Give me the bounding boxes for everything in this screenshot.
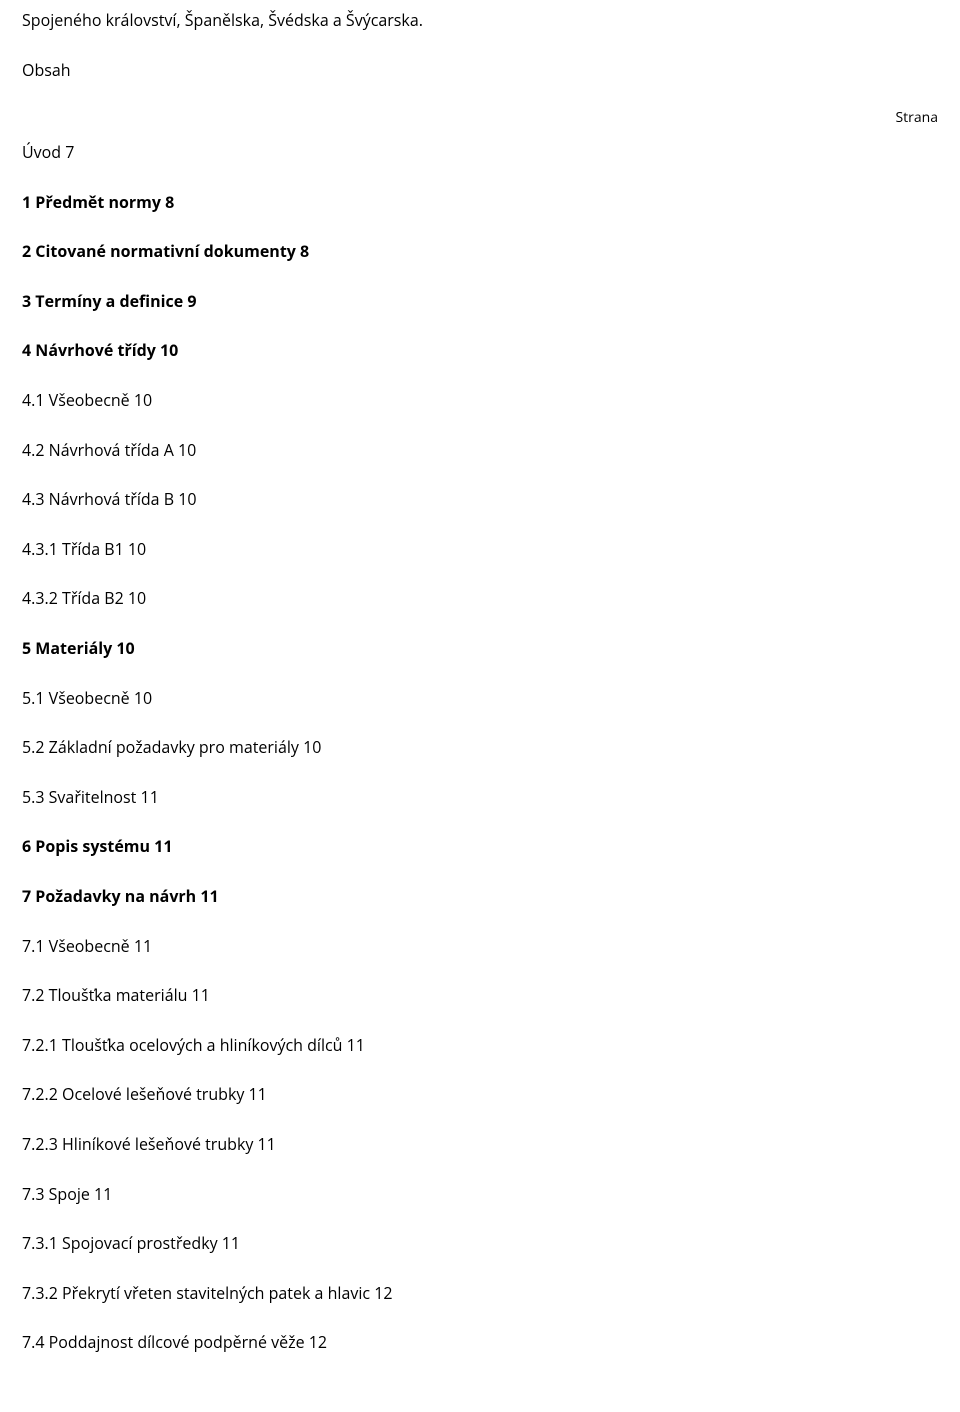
toc-entry-label: 7 Požadavky na návrh 11	[22, 885, 219, 907]
toc-entry: 7.3.2 Překrytí vřeten stavitelných patek…	[22, 1283, 938, 1305]
toc-entry: 4 Návrhové třídy 10	[22, 340, 938, 362]
toc-entry: 5 Materiály 10	[22, 638, 938, 660]
toc-entry: 3 Termíny a definice 9	[22, 291, 938, 313]
toc-entry: 2 Citované normativní dokumenty 8	[22, 241, 938, 263]
toc-entry: 5.3 Svařitelnost 11	[22, 787, 938, 809]
toc-entry: Úvod 7	[22, 142, 938, 164]
toc-entry-label: 4 Návrhové třídy 10	[22, 339, 178, 361]
toc-entry: 5.1 Všeobecně 10	[22, 688, 938, 710]
toc-entry: 6 Popis systému 11	[22, 836, 938, 858]
toc-entry: 7.2.1 Tloušťka ocelových a hliníkových d…	[22, 1035, 938, 1057]
toc-entry-label: 6 Popis systému 11	[22, 835, 172, 857]
toc-entry-label: 1 Předmět normy 8	[22, 191, 174, 213]
toc-entry: 7.2 Tloušťka materiálu 11	[22, 985, 938, 1007]
document-page: Spojeného království, Španělska, Švédska…	[0, 0, 960, 1412]
page-column-label: Strana	[22, 109, 938, 128]
toc-entry-label: 3 Termíny a definice 9	[22, 290, 197, 312]
toc-entry: 4.1 Všeobecně 10	[22, 390, 938, 412]
toc-entry: 4.3 Návrhová třída B 10	[22, 489, 938, 511]
toc-entry: 4.3.1 Třída B1 10	[22, 539, 938, 561]
toc-entry: 7.3 Spoje 11	[22, 1184, 938, 1206]
toc-entry: 7.4 Poddajnost dílcové podpěrné věže 12	[22, 1332, 938, 1354]
toc-entry: 7.1 Všeobecně 11	[22, 936, 938, 958]
toc-entry: 4.3.2 Třída B2 10	[22, 588, 938, 610]
table-of-contents: Úvod 7 1 Předmět normy 8 2 Citované normat…	[22, 142, 938, 1354]
toc-entry: 1 Předmět normy 8	[22, 192, 938, 214]
toc-entry: 7.3.1 Spojovací prostředky 11	[22, 1233, 938, 1255]
toc-entry: 7.2.2 Ocelové lešeňové trubky 11	[22, 1084, 938, 1106]
toc-entry-label: 5 Materiály 10	[22, 637, 135, 659]
toc-entry-label: 2 Citované normativní dokumenty 8	[22, 240, 309, 262]
toc-entry: 5.2 Základní požadavky pro materiály 10	[22, 737, 938, 759]
toc-entry: 7.2.3 Hliníkové lešeňové trubky 11	[22, 1134, 938, 1156]
section-heading: Obsah	[22, 60, 938, 82]
toc-entry: 7 Požadavky na návrh 11	[22, 886, 938, 908]
lead-paragraph: Spojeného království, Španělska, Švédska…	[22, 10, 938, 32]
toc-entry: 4.2 Návrhová třída A 10	[22, 440, 938, 462]
